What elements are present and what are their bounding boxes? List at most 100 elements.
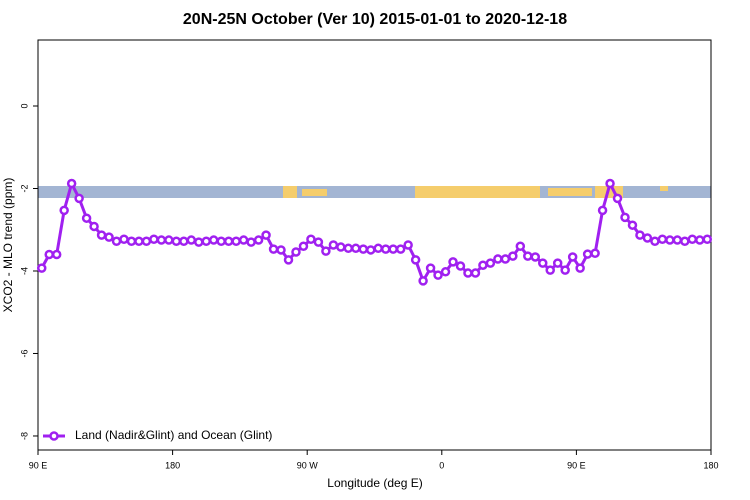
data-point bbox=[687, 234, 698, 244]
data-point bbox=[208, 235, 219, 245]
data-point bbox=[306, 234, 316, 244]
data-point bbox=[126, 236, 137, 247]
data-point bbox=[440, 267, 451, 277]
data-point bbox=[134, 236, 144, 247]
data-point bbox=[635, 230, 645, 240]
data-point bbox=[493, 254, 503, 264]
data-point bbox=[164, 235, 174, 245]
data-point bbox=[463, 268, 473, 278]
data-point bbox=[620, 212, 630, 223]
data-point bbox=[560, 265, 570, 275]
data-point bbox=[104, 232, 114, 242]
data-point bbox=[194, 237, 204, 247]
data-point bbox=[485, 258, 496, 268]
data-point bbox=[530, 252, 541, 262]
data-point bbox=[201, 236, 211, 247]
y-tick-label: -8 bbox=[19, 432, 29, 440]
data-point bbox=[246, 237, 256, 247]
data-point bbox=[418, 276, 428, 286]
data-point bbox=[261, 230, 271, 240]
data-point bbox=[582, 249, 593, 259]
legend-label: Land (Nadir&Glint) and Ocean (Glint) bbox=[75, 428, 272, 442]
data-point bbox=[403, 240, 413, 250]
data-point bbox=[575, 263, 585, 273]
data-point bbox=[321, 246, 331, 256]
x-tick-label: 180 bbox=[703, 460, 718, 470]
data-point bbox=[119, 234, 129, 244]
series-line bbox=[40, 179, 708, 285]
data-point bbox=[141, 236, 152, 247]
x-tick-label: 0 bbox=[439, 460, 444, 470]
data-point bbox=[223, 236, 234, 247]
data-point bbox=[336, 242, 346, 252]
data-point bbox=[680, 236, 690, 247]
data-point bbox=[89, 221, 99, 232]
data-point bbox=[395, 244, 406, 254]
data-point bbox=[470, 268, 481, 278]
data-point bbox=[366, 245, 376, 255]
x-axis-label: Longitude (deg E) bbox=[327, 476, 422, 490]
data-point bbox=[298, 241, 309, 251]
data-point bbox=[283, 255, 294, 265]
data-point bbox=[605, 178, 615, 189]
data-point bbox=[545, 265, 555, 275]
data-point bbox=[171, 236, 182, 247]
y-tick-label: 0 bbox=[19, 103, 29, 108]
data-point bbox=[36, 263, 47, 273]
data-point bbox=[455, 261, 466, 271]
x-tick-label: 180 bbox=[165, 460, 180, 470]
data-point bbox=[291, 247, 301, 257]
data-point bbox=[380, 244, 391, 254]
data-point bbox=[149, 234, 159, 244]
data-point bbox=[448, 257, 458, 267]
data-point bbox=[276, 245, 286, 255]
data-point bbox=[216, 236, 226, 247]
data-point bbox=[627, 220, 638, 230]
data-point bbox=[74, 193, 84, 204]
data-point bbox=[433, 270, 443, 280]
data-point bbox=[425, 263, 436, 273]
data-point bbox=[695, 235, 705, 245]
data-point bbox=[66, 178, 77, 189]
data-point bbox=[313, 237, 324, 247]
y-tick-label: -2 bbox=[19, 184, 29, 192]
data-point bbox=[358, 244, 369, 254]
legend-marker bbox=[49, 431, 59, 441]
data-point bbox=[59, 205, 69, 216]
data-point bbox=[650, 236, 660, 247]
data-point bbox=[44, 249, 54, 260]
data-point bbox=[373, 243, 383, 254]
data-point bbox=[388, 244, 398, 254]
data-point bbox=[515, 241, 526, 251]
data-point bbox=[478, 260, 488, 270]
plot-frame bbox=[37, 39, 712, 451]
data-point bbox=[51, 249, 62, 260]
y-tick-label: -4 bbox=[19, 267, 29, 275]
data-point bbox=[567, 252, 578, 262]
y-tick-label: -6 bbox=[19, 349, 29, 357]
data-point bbox=[268, 244, 279, 254]
data-point bbox=[96, 230, 107, 240]
map-strip bbox=[38, 186, 711, 198]
data-point bbox=[523, 251, 533, 261]
data-point bbox=[538, 258, 548, 268]
data-point bbox=[186, 235, 197, 245]
data-point bbox=[179, 236, 189, 247]
data-point bbox=[231, 236, 241, 247]
x-tick-label: 90 E bbox=[29, 460, 48, 470]
x-tick-label: 90 W bbox=[297, 460, 319, 470]
data-point bbox=[328, 240, 339, 250]
data-point bbox=[642, 233, 653, 243]
data-point bbox=[672, 235, 683, 245]
data-point bbox=[351, 243, 361, 254]
data-point bbox=[552, 258, 563, 268]
data-point bbox=[253, 235, 264, 245]
data-point bbox=[508, 251, 518, 261]
data-point bbox=[702, 234, 713, 244]
data-point bbox=[612, 193, 623, 204]
data-point bbox=[343, 243, 354, 254]
data-point bbox=[156, 235, 167, 245]
y-axis-label: XCO2 - MLO trend (ppm) bbox=[1, 178, 15, 313]
chart-title: 20N-25N October (Ver 10) 2015-01-01 to 2… bbox=[183, 11, 567, 28]
